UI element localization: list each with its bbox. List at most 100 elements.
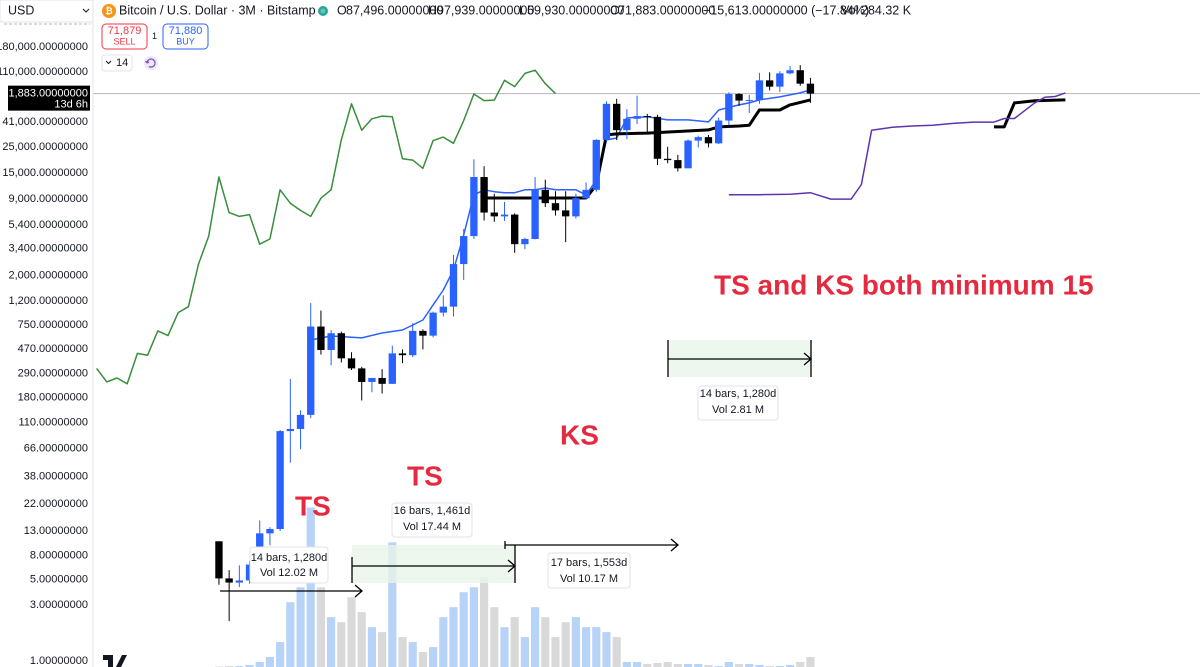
candle-body	[725, 94, 733, 121]
volume-bar	[694, 664, 703, 667]
candle-body	[592, 139, 600, 190]
close: 71,883.00000000	[618, 3, 715, 17]
volume-bar	[561, 622, 570, 667]
candle-body	[480, 177, 488, 213]
y-tick-label: 15,000.00000000	[2, 167, 88, 179]
volume-bar	[571, 617, 580, 667]
candle-body	[429, 312, 437, 336]
candle-body	[745, 100, 753, 102]
volume-bar	[683, 664, 693, 667]
y-tick-label: 3.00000000	[30, 599, 88, 611]
y-tick-label: 25,000.00000000	[2, 141, 88, 153]
refresh-button[interactable]	[144, 56, 158, 70]
candle-body	[776, 73, 784, 87]
volume-bar	[327, 617, 336, 667]
volume-bar	[510, 617, 519, 667]
open: 87,496.00000000	[346, 3, 443, 17]
candle-body	[409, 330, 417, 356]
y-tick-label: 1.00000000	[30, 655, 88, 667]
candle-body	[286, 428, 295, 432]
buy-price: 71,880	[169, 25, 203, 37]
candle-body	[276, 431, 284, 530]
candle-body	[317, 326, 325, 350]
candle-body	[694, 137, 702, 141]
candle-body	[225, 578, 233, 583]
arrows	[220, 340, 812, 598]
countdown: 13d 6h	[54, 99, 88, 111]
annotations: 14 bars, 1,280d Vol 12.02 M 16 bars, 1,4…	[220, 269, 1094, 598]
candle-body	[674, 160, 682, 169]
bars: 14 bars, 1,280d	[251, 552, 327, 564]
candle-body	[612, 103, 621, 131]
volume-bar	[367, 627, 376, 667]
candle-body	[327, 333, 335, 350]
h-label: H	[428, 3, 437, 17]
header: USD ₿ Bitcoin / U.S. Dollar · 3M · Bitst…	[0, 0, 912, 72]
status-dot	[318, 6, 328, 16]
volume-bar	[388, 542, 397, 667]
candle-body	[398, 353, 407, 356]
candle-body	[460, 236, 468, 265]
o-label: O	[337, 3, 347, 17]
quantity: 1	[152, 31, 157, 41]
volume-bar	[469, 587, 478, 667]
candle-body	[337, 333, 345, 359]
y-tick-label: 2,000.00000000	[8, 269, 88, 281]
sell-button[interactable]	[101, 23, 148, 50]
chevron	[105, 60, 112, 65]
y-tick-label: 750.00000000	[18, 319, 88, 331]
candle-body	[704, 137, 713, 144]
candle-body	[490, 212, 498, 217]
volume-bar	[276, 642, 285, 667]
arrow-head	[354, 584, 363, 598]
y-tick-label: 470.00000000	[18, 343, 88, 355]
length-select[interactable]	[101, 54, 133, 72]
volume-bar	[531, 607, 540, 667]
volume-bar	[551, 637, 560, 667]
last-price-label: 71,883.00000000	[2, 88, 88, 100]
buy-button[interactable]	[162, 23, 209, 50]
y-tick-label: 5.00000000	[30, 573, 88, 585]
vol: Vol 10.17 M	[560, 573, 618, 585]
y-tick-label: 290.00000000	[18, 367, 88, 379]
volume-bar	[734, 664, 744, 667]
volume-bar	[520, 637, 529, 667]
volume-bar	[632, 662, 642, 667]
candle-body	[511, 214, 519, 245]
measure-label: 14 bars, 1,280d Vol 12.02 M	[249, 546, 329, 584]
y-tick-label: 8.00000000	[30, 549, 88, 561]
candle-body	[235, 580, 244, 583]
sell-label: SELL	[113, 36, 135, 46]
volume-bar	[408, 642, 417, 667]
volume-bar	[745, 664, 754, 667]
currency-select[interactable]	[0, 0, 94, 23]
volume-bar	[785, 664, 795, 667]
y-tick-label: 9,000.00000000	[8, 193, 88, 205]
candle-body	[378, 377, 386, 384]
candle-body	[806, 83, 815, 94]
y-tick-label: 38.00000000	[24, 470, 88, 482]
candle-body	[796, 70, 804, 84]
volume-bar	[265, 657, 275, 667]
volume-bar	[490, 607, 499, 667]
candle-body	[307, 326, 315, 415]
candle-body	[347, 358, 356, 369]
coin-icon	[102, 4, 116, 18]
candle-body	[602, 103, 611, 140]
candle-body	[653, 116, 662, 159]
volume-bar	[337, 622, 346, 667]
label-box	[697, 385, 779, 421]
candle-body	[439, 306, 447, 313]
indicator-line	[484, 98, 1066, 200]
volume-bar	[398, 637, 407, 667]
volume-bar	[581, 627, 591, 667]
y-tick-label: 66.00000000	[24, 442, 88, 454]
volume-bar	[449, 607, 458, 667]
axis-panel	[0, 0, 93, 667]
vol: Vol 12.02 M	[260, 567, 318, 579]
volume-bar	[378, 632, 387, 667]
annotation-text: TS	[407, 460, 443, 491]
volume-bar	[255, 662, 264, 667]
indicator-line	[728, 92, 1066, 200]
chevron	[82, 8, 90, 13]
